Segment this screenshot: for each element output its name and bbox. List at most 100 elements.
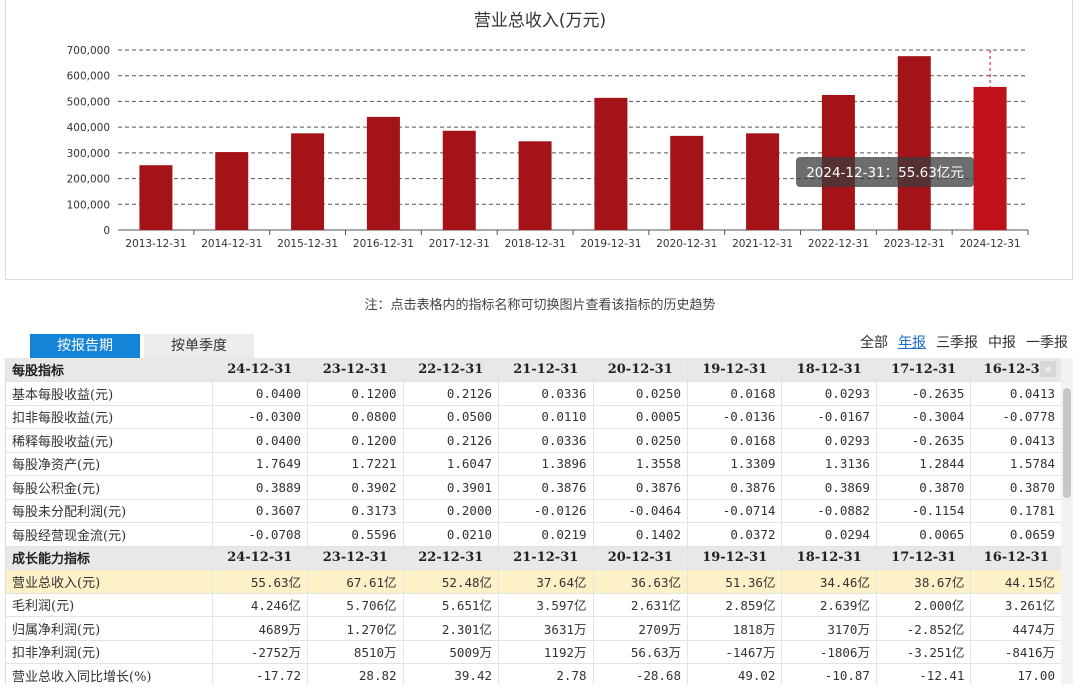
table-row: 每股公积金(元) 0.3889 0.3902 0.3901 0.3876 0.3876 0.… [6, 475, 1062, 500]
metric-value: 0.0372 [687, 522, 783, 547]
metric-value: 0.1402 [593, 522, 688, 547]
table-row: 基本每股收益(元) 0.0400 0.1200 0.2126 0.0336 0.0250 0… [6, 381, 1062, 406]
metric-value: 0.0800 [307, 405, 404, 429]
metric-value: 0.0413 [970, 428, 1062, 453]
period-header: 21-12-31 [498, 546, 594, 570]
metric-value: -0.0464 [593, 499, 688, 523]
y-tick-label: 400,000 [67, 122, 110, 134]
metric-value: 51.36亿 [687, 569, 783, 594]
table-row: 归属净利润(元) 4689万 1.270亿 2.301亿 3631万 2709万 1818万… [6, 616, 1062, 641]
tab-by-quarter[interactable]: 按单季度 [144, 334, 254, 358]
table-scrollbar[interactable] [1061, 358, 1073, 684]
metric-value: 39.42 [403, 663, 500, 684]
x-tick-label: 2014-12-31 [201, 238, 262, 250]
metric-name[interactable]: 每股公积金(元) [6, 475, 213, 500]
metric-value: 0.0413 [970, 381, 1062, 406]
chart-note: 注：点击表格内的指标名称可切换图片查看该指标的历史趋势 [364, 298, 716, 313]
section-header-row: 每股指标 24-12-31 23-12-31 22-12-31 21-12-31 20-1… [6, 358, 1062, 382]
tab-by-report-period[interactable]: 按报告期 [30, 334, 140, 358]
metric-value: 56.63万 [593, 640, 688, 664]
metric-value: -1806万 [781, 640, 877, 664]
x-tick-label: 2015-12-31 [277, 238, 338, 250]
metric-value: 1.3896 [498, 452, 594, 476]
metric-value: 0.1200 [307, 428, 404, 453]
metric-value: -3.251亿 [876, 640, 972, 664]
metric-value: 0.3876 [593, 475, 688, 500]
metric-name[interactable]: 基本每股收益(元) [6, 381, 213, 406]
metric-value: 5009万 [403, 640, 500, 664]
period-header: 22-12-31 [403, 358, 500, 382]
x-tick-label: 2024-12-31 [960, 238, 1021, 250]
report-filter-bar: 全部 年报 三季报 中报 一季报 [860, 332, 1068, 352]
period-header: 18-12-31 [781, 546, 877, 570]
metric-name[interactable]: 营业总收入(元) [6, 569, 213, 594]
metric-value: 67.61亿 [307, 569, 404, 594]
y-tick-label: 300,000 [67, 148, 110, 160]
metric-value: -0.2635 [876, 428, 972, 453]
metric-value: 2.000亿 [876, 593, 972, 617]
metric-value: 0.0336 [498, 428, 594, 453]
scroll-right-arrow[interactable]: » [1040, 361, 1056, 377]
period-header: 17-12-31 [876, 546, 972, 570]
metric-name[interactable]: 每股未分配利润(元) [6, 499, 213, 523]
period-header: 22-12-31 [403, 546, 500, 570]
bar [139, 165, 173, 230]
metric-name[interactable]: 每股净资产(元) [6, 452, 213, 476]
metric-value: 0.0293 [781, 381, 877, 406]
metric-value: 1.5784 [970, 452, 1062, 476]
metric-value: 0.0400 [212, 428, 309, 453]
period-header: 16-12-31 [970, 546, 1062, 570]
y-tick-label: 600,000 [67, 71, 110, 83]
period-header: 17-12-31 [876, 358, 972, 382]
metric-value: 0.0293 [781, 428, 877, 453]
metric-name[interactable]: 营业总收入同比增长(%) [6, 663, 213, 684]
filter-q3[interactable]: 三季报 [936, 335, 978, 351]
period-header: 23-12-31 [307, 546, 404, 570]
filter-q1[interactable]: 一季报 [1026, 335, 1068, 351]
bar [215, 152, 249, 230]
metric-name[interactable]: 扣非每股收益(元) [6, 405, 213, 429]
metric-value: 0.3876 [498, 475, 594, 500]
metric-value: -0.0167 [781, 405, 877, 429]
scrollbar-thumb[interactable] [1063, 388, 1071, 498]
metric-value: 36.63亿 [593, 569, 688, 594]
metric-value: 44.15亿 [970, 569, 1062, 594]
metric-value: -28.68 [593, 663, 688, 684]
table-row: 营业总收入(元) 55.63亿 67.61亿 52.48亿 37.64亿 36.63亿 51… [6, 569, 1062, 594]
metric-value: 2.631亿 [593, 593, 688, 617]
metric-value: 0.5596 [307, 522, 404, 547]
metric-value: 4.246亿 [212, 593, 309, 617]
tooltip-text: 2024-12-31：55.63亿元 [806, 165, 964, 181]
table-row: 毛利润(元) 4.246亿 5.706亿 5.651亿 3.597亿 2.631亿 2.85… [6, 593, 1062, 617]
table-row: 扣非每股收益(元) -0.0300 0.0800 0.0500 0.0110 0.0005… [6, 405, 1062, 429]
metric-name[interactable]: 归属净利润(元) [6, 616, 213, 641]
metric-value: 0.3869 [781, 475, 877, 500]
bar [291, 133, 325, 230]
period-header: 20-12-31 [593, 358, 688, 382]
metric-value: 0.0005 [593, 405, 688, 429]
bar [366, 116, 400, 230]
filter-all[interactable]: 全部 [860, 335, 888, 351]
metric-value: -2752万 [212, 640, 309, 664]
period-header: 19-12-31 [687, 358, 783, 382]
metric-name[interactable]: 扣非净利润(元) [6, 640, 213, 664]
metric-value: 28.82 [307, 663, 404, 684]
metric-value: 5.651亿 [403, 593, 500, 617]
metric-value: -0.0300 [212, 405, 309, 429]
table-row: 每股未分配利润(元) 0.3607 0.3173 0.2000 -0.0126 -0.04… [6, 499, 1062, 523]
metric-name[interactable]: 每股经营现金流(元) [6, 522, 213, 547]
metric-value: 0.1781 [970, 499, 1062, 523]
x-tick-label: 2021-12-31 [732, 238, 793, 250]
metric-value: -8416万 [970, 640, 1062, 664]
bar [518, 141, 552, 230]
filter-annual[interactable]: 年报 [898, 335, 926, 351]
metric-value: 0.0294 [781, 522, 877, 547]
metric-value: 0.3901 [403, 475, 500, 500]
metric-value: 1.6047 [403, 452, 500, 476]
bar [897, 56, 931, 230]
metric-value: -0.2635 [876, 381, 972, 406]
metric-name[interactable]: 毛利润(元) [6, 593, 213, 617]
metric-value: 0.3876 [687, 475, 783, 500]
metric-name[interactable]: 稀释每股收益(元) [6, 428, 213, 453]
filter-interim[interactable]: 中报 [988, 335, 1016, 351]
